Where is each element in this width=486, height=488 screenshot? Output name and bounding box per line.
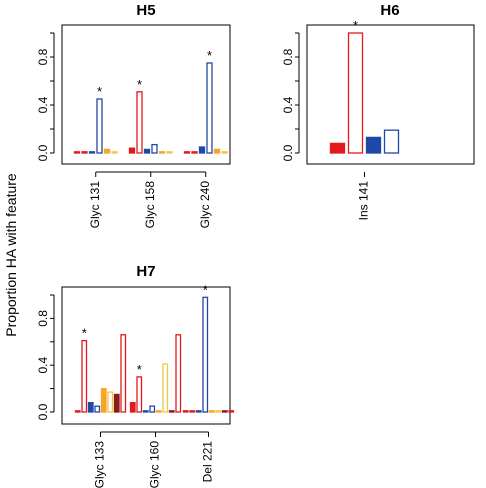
significance-star: * xyxy=(207,48,212,63)
bar-h5-glyc-240-6 xyxy=(221,151,228,154)
bar-h6-ins-141-2 xyxy=(347,32,364,154)
bar-h5-glyc-131-6 xyxy=(111,151,118,154)
significance-star: * xyxy=(203,282,208,297)
y-tick-label: 0.4 xyxy=(36,357,50,374)
bar-h7-glyc-160-4 xyxy=(149,405,156,413)
bar-h6-ins-141-1 xyxy=(329,142,346,154)
bar-h7-glyc-133-6 xyxy=(107,391,114,413)
significance-star: * xyxy=(353,18,358,33)
bar-h5-glyc-240-5 xyxy=(213,148,221,154)
bar-h7-del-221-8 xyxy=(228,410,235,413)
bar-h7-glyc-133-5 xyxy=(100,387,107,413)
bar-h5-glyc-131-4 xyxy=(96,98,103,154)
bar-h7-glyc-160-7 xyxy=(168,410,175,413)
significance-star: * xyxy=(137,77,142,92)
y-tick-label: 0.0 xyxy=(36,144,50,161)
y-axis-label: Proportion HA with feature xyxy=(3,173,19,337)
bar-h5-glyc-158-2 xyxy=(136,91,143,154)
bar-h5-glyc-240-3 xyxy=(198,146,206,154)
bar-h7-del-221-2 xyxy=(189,410,196,413)
plot-frame xyxy=(306,24,475,165)
bar-h7-glyc-133-8 xyxy=(120,334,127,413)
x-tick-label: Glyc 133 xyxy=(93,441,107,488)
bar-h6-ins-141-4 xyxy=(383,129,400,154)
bar-h7-glyc-133-1 xyxy=(74,410,81,413)
bar-h5-glyc-158-5 xyxy=(158,151,166,154)
y-tick-label: 0.0 xyxy=(36,403,50,420)
bar-h7-del-221-5 xyxy=(208,410,215,413)
significance-star: * xyxy=(97,84,102,99)
bar-h5-glyc-240-2 xyxy=(191,151,198,154)
bar-h7-del-221-7 xyxy=(221,410,228,413)
bar-h5-glyc-131-1 xyxy=(73,151,81,154)
panel-h7: H7 0.0 0.4 0.8 Glyc 133 * Glyc 160 * Del 221 * xyxy=(36,263,235,488)
bar-h7-del-221-6 xyxy=(215,410,222,413)
bar-h7-glyc-133-4 xyxy=(94,405,101,413)
x-tick-label: Ins 141 xyxy=(357,181,371,221)
bar-h5-glyc-240-1 xyxy=(183,151,191,154)
bar-h6-ins-141-3 xyxy=(365,136,382,154)
bar-h5-glyc-131-2 xyxy=(81,151,88,154)
panel-h6: H6 0.0 0.4 0.8 Ins 141 * xyxy=(281,2,475,221)
bar-h7-glyc-133-2 xyxy=(81,339,88,413)
bar-h7-glyc-133-3 xyxy=(87,401,94,413)
bar-h5-glyc-131-3 xyxy=(88,151,96,154)
bar-h7-glyc-160-1 xyxy=(129,401,136,413)
bar-h7-glyc-160-3 xyxy=(142,410,149,413)
plot-frame xyxy=(61,286,231,425)
y-tick-label: 0.8 xyxy=(281,48,295,65)
x-tick-label: Glyc 158 xyxy=(143,181,157,229)
significance-star: * xyxy=(82,326,87,341)
panel-title: H7 xyxy=(136,263,155,280)
y-tick-label: 0.4 xyxy=(281,96,295,113)
bar-h7-del-221-4 xyxy=(202,296,209,413)
y-tick-label: 0.0 xyxy=(281,144,295,161)
significance-star: * xyxy=(137,362,142,377)
x-tick-label: Del 221 xyxy=(201,441,215,483)
x-tick-label: Glyc 240 xyxy=(198,181,212,229)
panel-title: H5 xyxy=(136,2,155,19)
bar-h5-glyc-131-5 xyxy=(103,148,111,154)
x-tick-label: Glyc 131 xyxy=(88,181,102,229)
x-tick-label: Glyc 160 xyxy=(148,441,162,488)
y-tick-label: 0.4 xyxy=(36,96,50,113)
bar-h5-glyc-158-1 xyxy=(128,147,136,154)
bar-h5-glyc-158-4 xyxy=(151,143,158,154)
y-tick-label: 0.8 xyxy=(36,310,50,327)
y-tick-label: 0.8 xyxy=(36,48,50,65)
bar-h7-glyc-160-5 xyxy=(155,410,162,413)
plot-frame xyxy=(61,24,231,165)
bar-h7-glyc-160-2 xyxy=(136,376,143,413)
panel-h5: H5 0.0 0.4 0.8 Glyc 131 * Glyc 158 * Glyc 240 * xyxy=(36,2,231,229)
bar-h7-glyc-160-6 xyxy=(162,363,169,413)
bar-h7-glyc-133-7 xyxy=(113,393,120,413)
bar-h7-del-221-3 xyxy=(195,410,202,413)
bar-h5-glyc-158-3 xyxy=(143,148,151,154)
bar-h7-del-221-1 xyxy=(182,410,189,413)
bar-h7-glyc-160-8 xyxy=(175,334,182,413)
panel-title: H6 xyxy=(380,2,399,19)
bar-h5-glyc-240-4 xyxy=(206,62,213,154)
bar-h5-glyc-158-6 xyxy=(166,151,173,154)
